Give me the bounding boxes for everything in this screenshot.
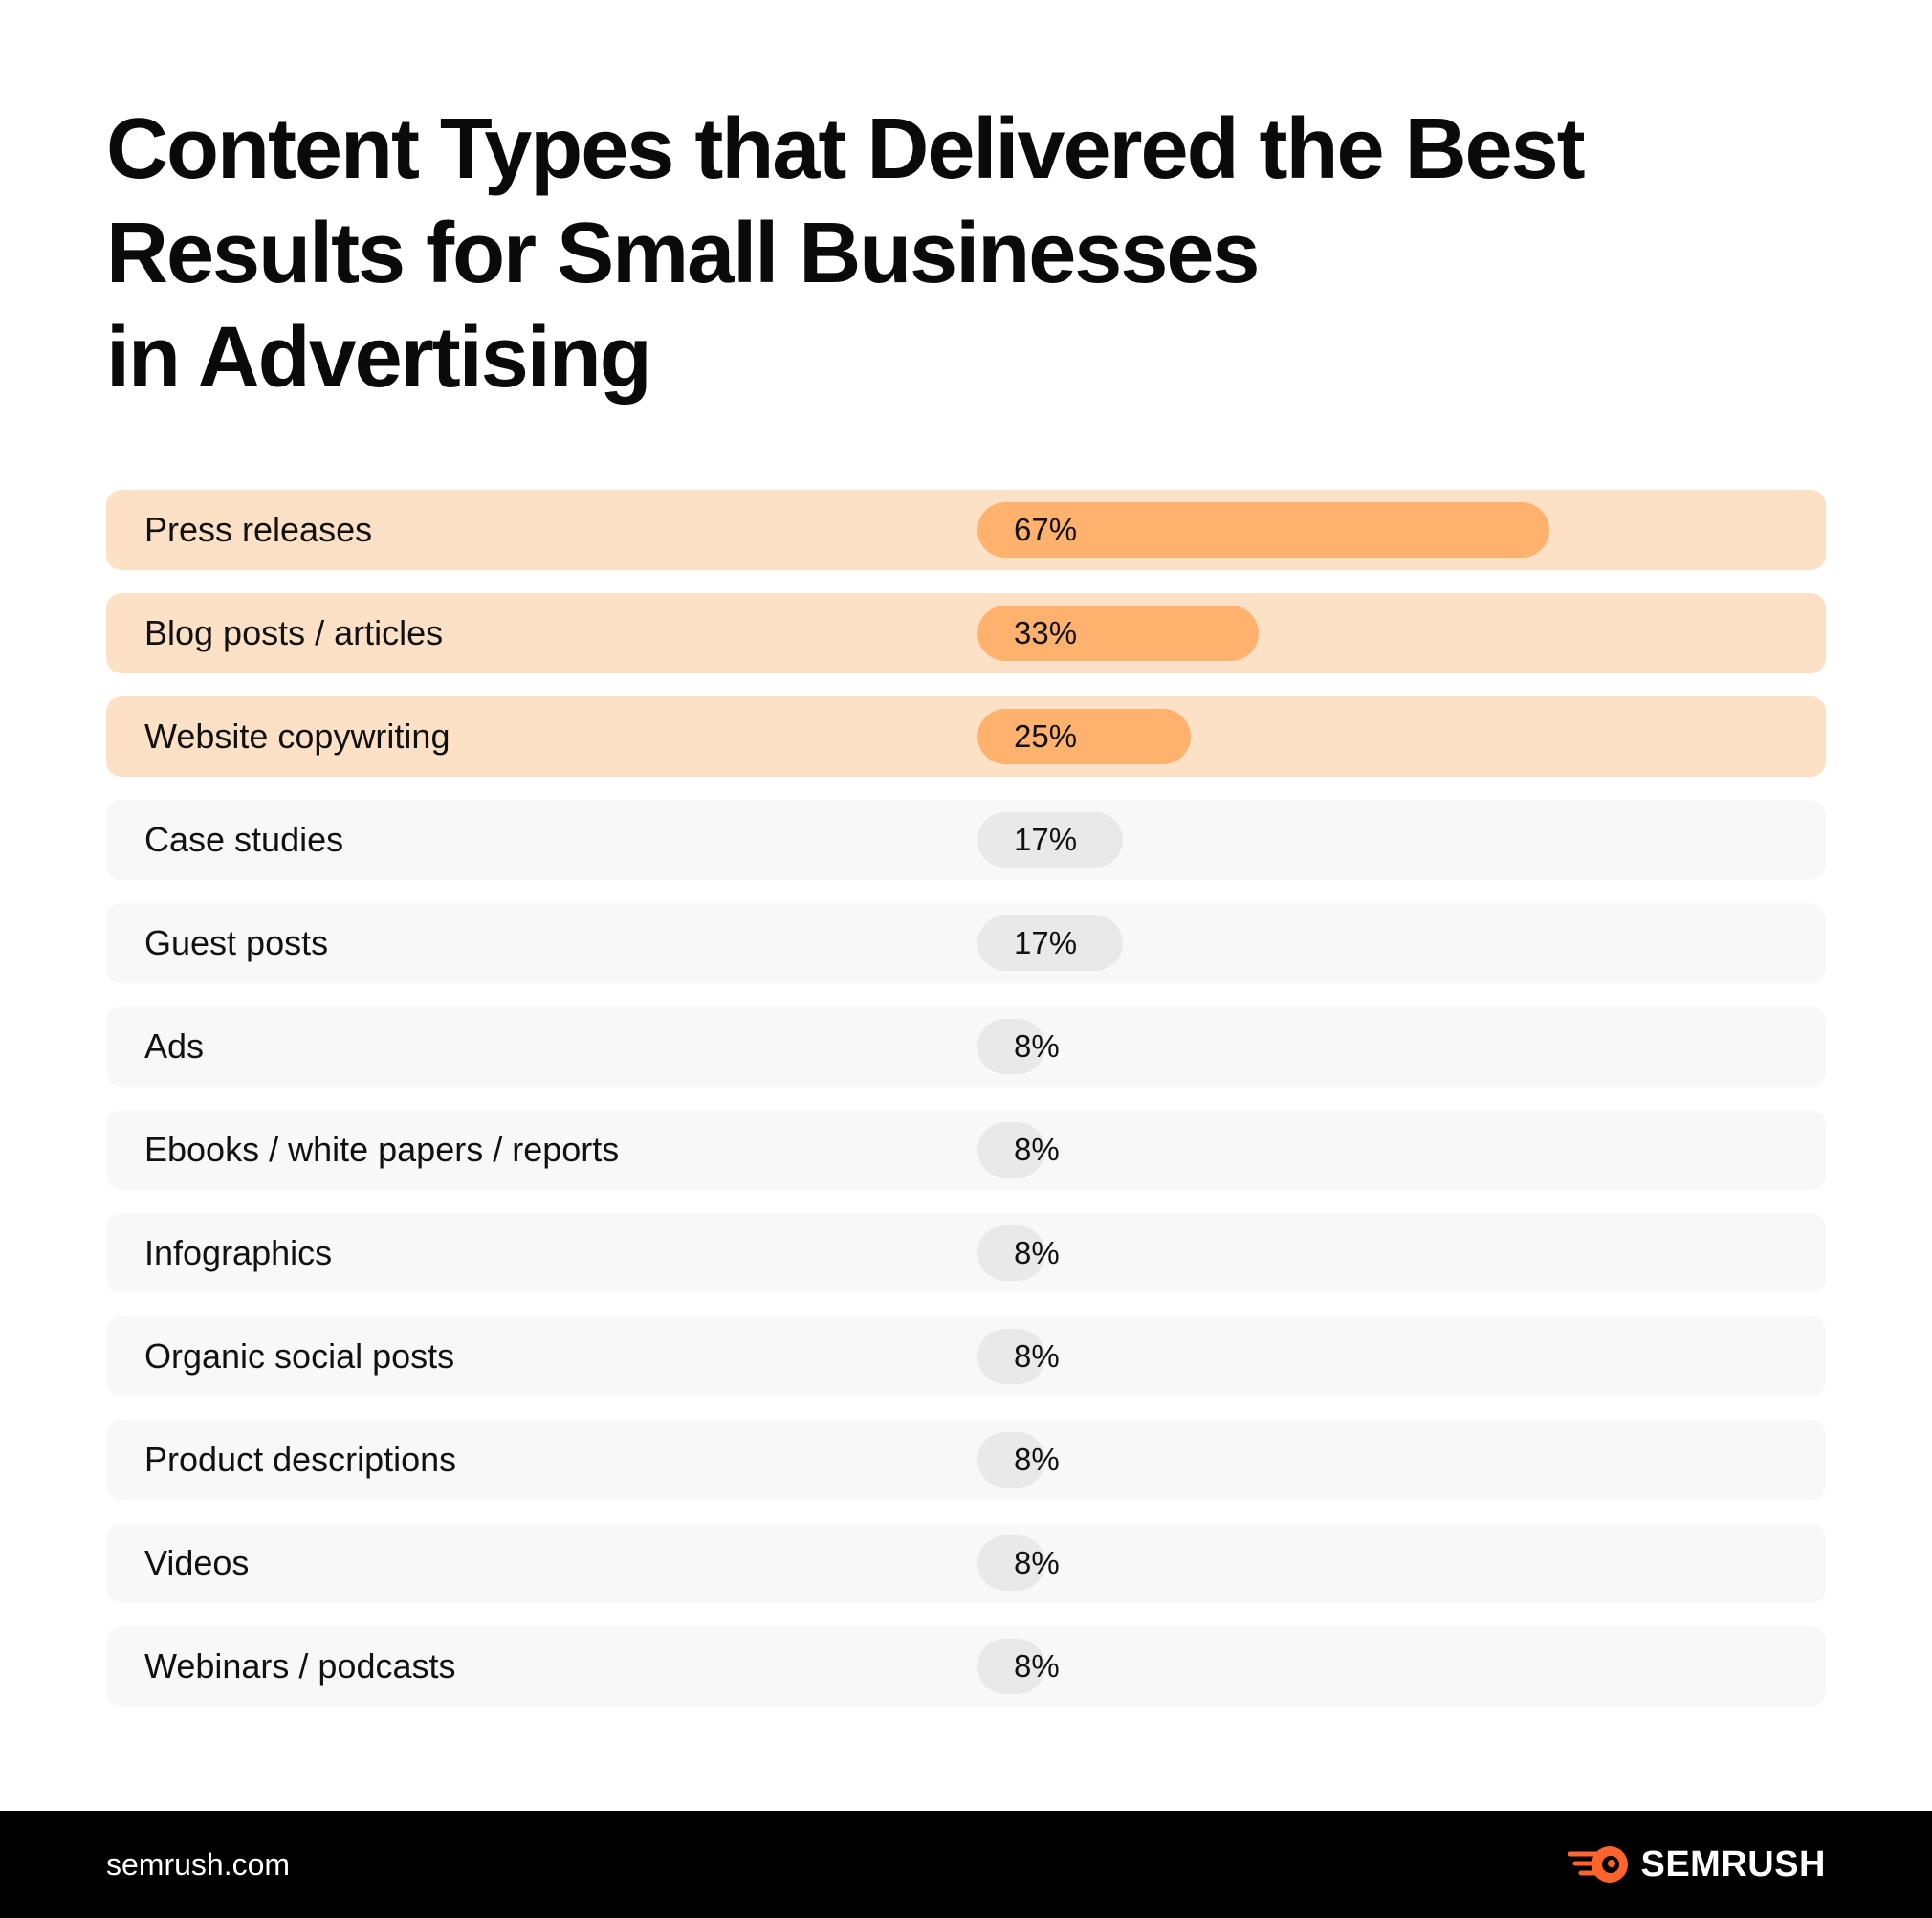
footer-bar: semrush.com SEMRUSH bbox=[0, 1811, 1932, 1918]
bar bbox=[977, 1019, 1046, 1074]
bar bbox=[977, 1639, 1046, 1694]
category-label: Organic social posts bbox=[144, 1336, 455, 1376]
bar-chart: Press releases 67% Blog posts / articles 33… bbox=[106, 490, 1826, 1730]
bar bbox=[977, 502, 1549, 558]
bar bbox=[977, 1535, 1046, 1591]
value-label: 8% bbox=[1014, 1235, 1060, 1270]
chart-title: Content Types that Delivered the Best Re… bbox=[106, 98, 1828, 410]
value-label: 25% bbox=[1014, 718, 1078, 754]
category-label: Product descriptions bbox=[144, 1440, 457, 1479]
table-row: Press releases 67% bbox=[106, 490, 1826, 570]
table-row: Product descriptions 8% bbox=[106, 1420, 1826, 1500]
category-label: Ads bbox=[144, 1026, 205, 1066]
table-row: Guest posts 17% bbox=[106, 903, 1826, 983]
bar bbox=[977, 1225, 1046, 1281]
bar bbox=[977, 709, 1191, 764]
semrush-fireball-icon bbox=[1568, 1846, 1629, 1883]
value-label: 8% bbox=[1014, 1338, 1060, 1374]
bar bbox=[977, 1432, 1046, 1488]
table-row: Infographics 8% bbox=[106, 1213, 1826, 1293]
category-label: Press releases bbox=[144, 510, 373, 549]
site-url: semrush.com bbox=[106, 1847, 291, 1882]
table-row: Website copywriting 25% bbox=[106, 696, 1826, 777]
bar bbox=[977, 812, 1123, 868]
value-label: 8% bbox=[1014, 1028, 1060, 1064]
bar bbox=[977, 1329, 1046, 1384]
bar bbox=[977, 915, 1123, 971]
value-label: 17% bbox=[1014, 822, 1078, 857]
table-row: Ads 8% bbox=[106, 1006, 1826, 1087]
brand-logo: SEMRUSH bbox=[1568, 1811, 1826, 1918]
value-label: 8% bbox=[1014, 1545, 1060, 1580]
category-label: Infographics bbox=[144, 1233, 333, 1272]
table-row: Ebooks / white papers / reports 8% bbox=[106, 1110, 1826, 1190]
value-label: 67% bbox=[1014, 512, 1078, 547]
table-row: Blog posts / articles 33% bbox=[106, 593, 1826, 673]
brand-name: SEMRUSH bbox=[1640, 1843, 1826, 1885]
title-line-2: Results for Small Businesses bbox=[106, 206, 1260, 301]
bar bbox=[977, 1122, 1046, 1178]
category-label: Case studies bbox=[144, 820, 344, 859]
category-label: Blog posts / articles bbox=[144, 613, 444, 652]
table-row: Webinars / podcasts 8% bbox=[106, 1626, 1826, 1707]
title-line-3: in Advertising bbox=[106, 310, 652, 406]
bar bbox=[977, 606, 1260, 661]
category-label: Guest posts bbox=[144, 923, 329, 962]
category-label: Website copywriting bbox=[144, 716, 450, 756]
table-row: Videos 8% bbox=[106, 1523, 1826, 1603]
table-row: Organic social posts 8% bbox=[106, 1316, 1826, 1397]
value-label: 8% bbox=[1014, 1442, 1060, 1477]
category-label: Ebooks / white papers / reports bbox=[144, 1130, 620, 1169]
value-label: 8% bbox=[1014, 1648, 1060, 1684]
value-label: 17% bbox=[1014, 925, 1078, 960]
title-line-1: Content Types that Delivered the Best bbox=[106, 101, 1586, 197]
value-label: 8% bbox=[1014, 1132, 1060, 1167]
table-row: Case studies 17% bbox=[106, 800, 1826, 880]
category-label: Webinars / podcasts bbox=[144, 1646, 456, 1686]
category-label: Videos bbox=[144, 1543, 250, 1582]
value-label: 33% bbox=[1014, 615, 1078, 650]
